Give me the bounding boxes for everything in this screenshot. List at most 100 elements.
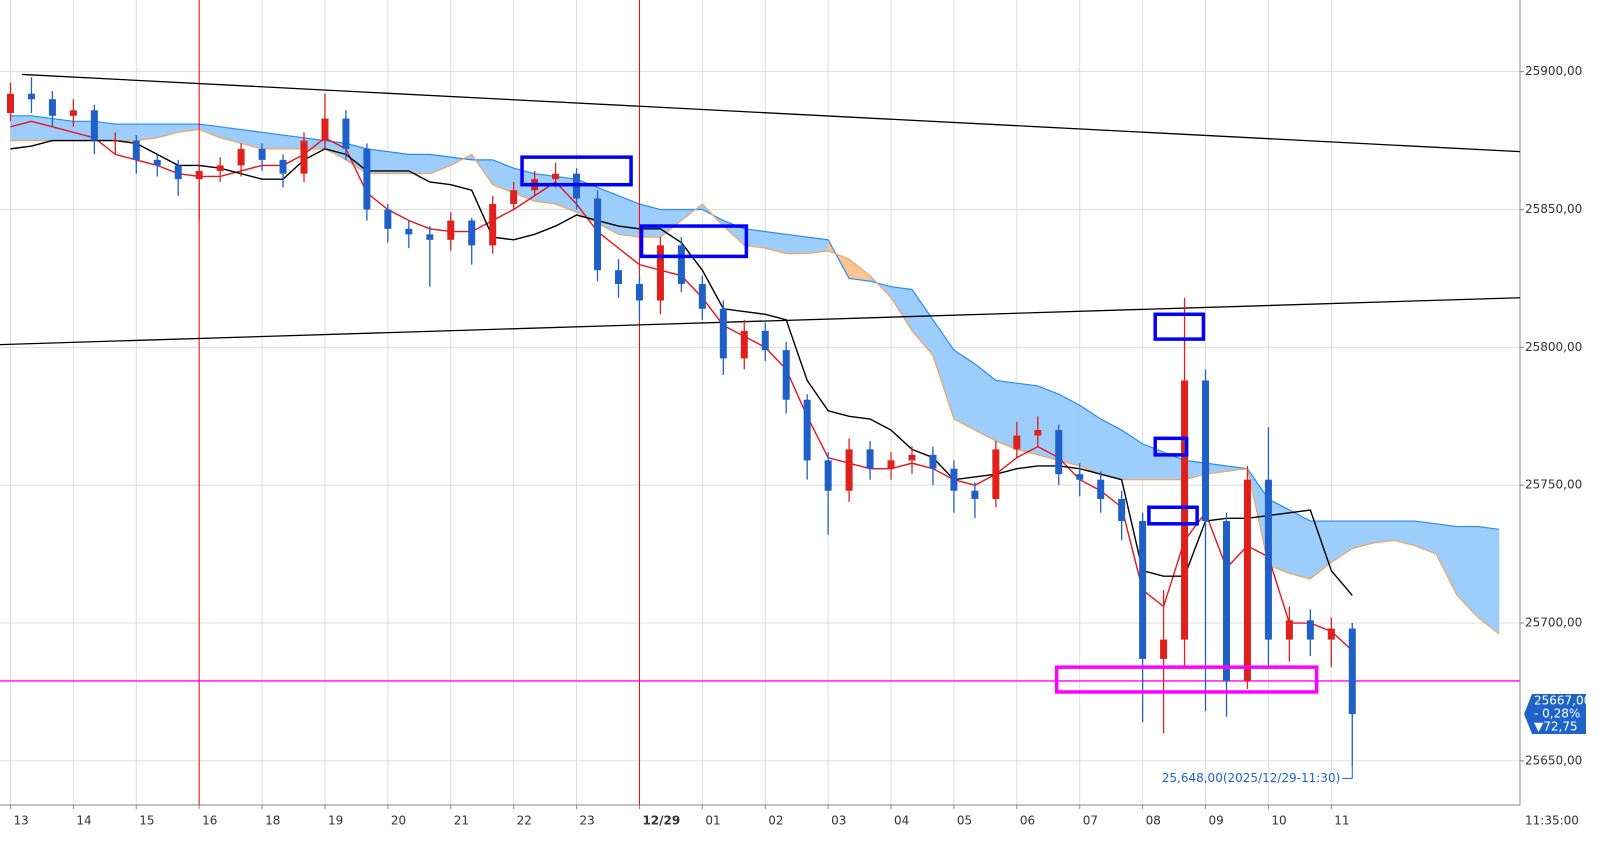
candle-body: [237, 148, 245, 166]
candle-body: [761, 330, 769, 351]
annotation-box: [1147, 505, 1199, 526]
time-label: 11:35:00: [1525, 814, 1579, 828]
candle-body: [1034, 430, 1042, 436]
candle-body: [594, 198, 602, 271]
candle-body: [1160, 639, 1168, 659]
x-tick-label: 10: [1271, 814, 1286, 828]
candle-body: [384, 209, 392, 229]
cloud-fill: [1289, 509, 1311, 580]
candle-body: [6, 93, 14, 114]
candle-body: [1181, 380, 1189, 640]
candle-body: [279, 159, 287, 174]
candle-body: [489, 204, 497, 246]
y-tick-label: 25850,00: [1525, 202, 1582, 216]
x-tick-label: 04: [894, 814, 909, 828]
x-tick-label: 20: [391, 814, 406, 828]
candle-body: [510, 190, 518, 205]
candle-body: [426, 234, 434, 240]
candle-body: [552, 173, 560, 180]
candle-body: [1055, 430, 1063, 475]
candle-body: [908, 454, 916, 461]
candle-body: [27, 93, 35, 100]
price-badge-text: 25667,00: [1534, 694, 1591, 708]
candle-body: [971, 490, 979, 499]
y-tick-label: 25650,00: [1525, 753, 1582, 767]
candle-body: [90, 110, 98, 141]
candle-body: [1264, 479, 1272, 640]
annotation-box: [1054, 665, 1319, 694]
trend-line: [21, 73, 1521, 153]
candle-body: [635, 283, 643, 301]
candle-body: [614, 270, 622, 284]
x-tick-label: 13: [13, 814, 28, 828]
x-tick-label: 02: [768, 814, 783, 828]
candle-body: [1243, 479, 1251, 681]
candle-body: [887, 460, 895, 469]
y-tick-label: 25750,00: [1525, 478, 1582, 492]
candle-body: [740, 330, 748, 359]
low-annotation: 25,648,00(2025/12/29-11:30): [1162, 771, 1341, 785]
cloud-fill: [115, 123, 137, 141]
annotation-box: [1153, 312, 1206, 341]
x-tick-label: 23: [580, 814, 595, 828]
x-tick-label: 03: [831, 814, 846, 828]
x-tick-label: 07: [1083, 814, 1098, 828]
candle-body: [719, 308, 727, 359]
candle-body: [468, 220, 476, 246]
candle-body: [1076, 474, 1084, 480]
candle-body: [1202, 380, 1210, 522]
y-tick-label: 25800,00: [1525, 340, 1582, 354]
price-badge: [1524, 694, 1586, 735]
candle-body: [677, 245, 685, 284]
candle-body: [174, 165, 182, 180]
candle-body: [1348, 628, 1356, 715]
candle-body: [111, 140, 119, 142]
annotation-box: [1153, 436, 1189, 457]
x-tick-label: 05: [957, 814, 972, 828]
candle-body: [300, 140, 308, 174]
candle-body: [1306, 620, 1314, 640]
candle-body: [929, 454, 937, 469]
candle-body: [824, 460, 832, 491]
candle-body: [803, 399, 811, 461]
candle-body: [342, 118, 350, 149]
trend-line: [0, 297, 1521, 346]
x-tick-label: 22: [517, 814, 532, 828]
candle-body: [1013, 435, 1021, 450]
cloud-edge: [10, 115, 1500, 530]
x-tick-label: 09: [1209, 814, 1224, 828]
candle-body: [132, 140, 140, 160]
candle-body: [1327, 628, 1335, 640]
y-tick-label: 25700,00: [1525, 616, 1582, 630]
candle-body: [866, 449, 874, 469]
cloud-fill: [408, 154, 431, 174]
x-tick-label: 16: [202, 814, 217, 828]
candle-body: [405, 228, 413, 235]
candle-body: [69, 110, 77, 116]
candle-body: [992, 449, 1000, 499]
candle-body: [216, 165, 224, 171]
candle-body: [656, 245, 664, 301]
cloud-fill: [10, 115, 32, 141]
candle-body: [1222, 521, 1230, 681]
candle-body: [950, 468, 958, 491]
annotation-box: [520, 155, 633, 187]
cloud-fill: [1372, 520, 1395, 544]
x-tick-label: 11: [1334, 814, 1349, 828]
plot-background: [0, 0, 1520, 805]
cloud-fill: [31, 115, 53, 141]
x-tick-label: 06: [1020, 814, 1035, 828]
candle-body: [1118, 498, 1126, 522]
x-tick-label: 12/29: [642, 814, 680, 828]
x-tick-label: 18: [265, 814, 280, 828]
low-pointer: [1342, 766, 1353, 779]
price-badge-text: ▼72,75: [1534, 720, 1578, 734]
candle-body: [1097, 479, 1105, 499]
x-tick-label: 15: [139, 814, 154, 828]
candle-body: [447, 220, 455, 240]
price-badge-text: - 0,28%: [1534, 707, 1580, 721]
x-tick-label: 01: [705, 814, 720, 828]
x-tick-label: 21: [454, 814, 469, 828]
x-tick-label: 19: [328, 814, 343, 828]
